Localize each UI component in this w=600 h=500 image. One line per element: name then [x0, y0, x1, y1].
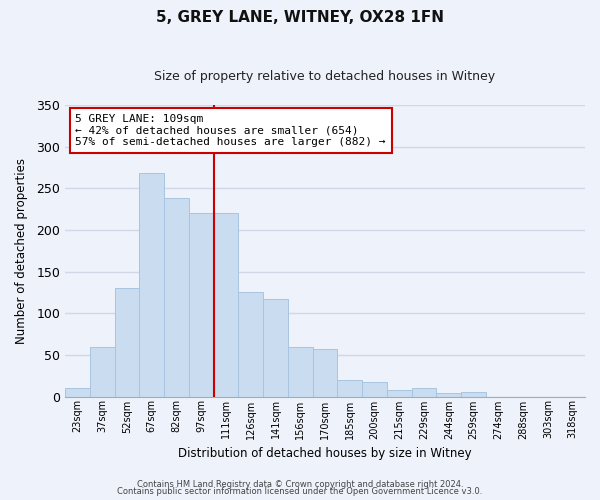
Bar — [164, 198, 189, 396]
Bar — [461, 392, 486, 396]
Bar — [362, 382, 387, 396]
Bar — [214, 214, 238, 396]
Bar — [115, 288, 139, 397]
Bar — [65, 388, 90, 396]
Text: Contains public sector information licensed under the Open Government Licence v3: Contains public sector information licen… — [118, 488, 482, 496]
Bar — [412, 388, 436, 396]
Text: 5, GREY LANE, WITNEY, OX28 1FN: 5, GREY LANE, WITNEY, OX28 1FN — [156, 10, 444, 25]
Bar — [90, 346, 115, 397]
Bar — [263, 299, 288, 396]
Bar — [436, 393, 461, 396]
Bar — [238, 292, 263, 397]
Bar — [139, 174, 164, 396]
Bar — [288, 346, 313, 397]
Bar — [189, 214, 214, 396]
Y-axis label: Number of detached properties: Number of detached properties — [15, 158, 28, 344]
X-axis label: Distribution of detached houses by size in Witney: Distribution of detached houses by size … — [178, 447, 472, 460]
Text: Contains HM Land Registry data © Crown copyright and database right 2024.: Contains HM Land Registry data © Crown c… — [137, 480, 463, 489]
Bar — [313, 349, 337, 397]
Bar — [337, 380, 362, 396]
Title: Size of property relative to detached houses in Witney: Size of property relative to detached ho… — [154, 70, 496, 83]
Text: 5 GREY LANE: 109sqm
← 42% of detached houses are smaller (654)
57% of semi-detac: 5 GREY LANE: 109sqm ← 42% of detached ho… — [76, 114, 386, 147]
Bar — [387, 390, 412, 396]
